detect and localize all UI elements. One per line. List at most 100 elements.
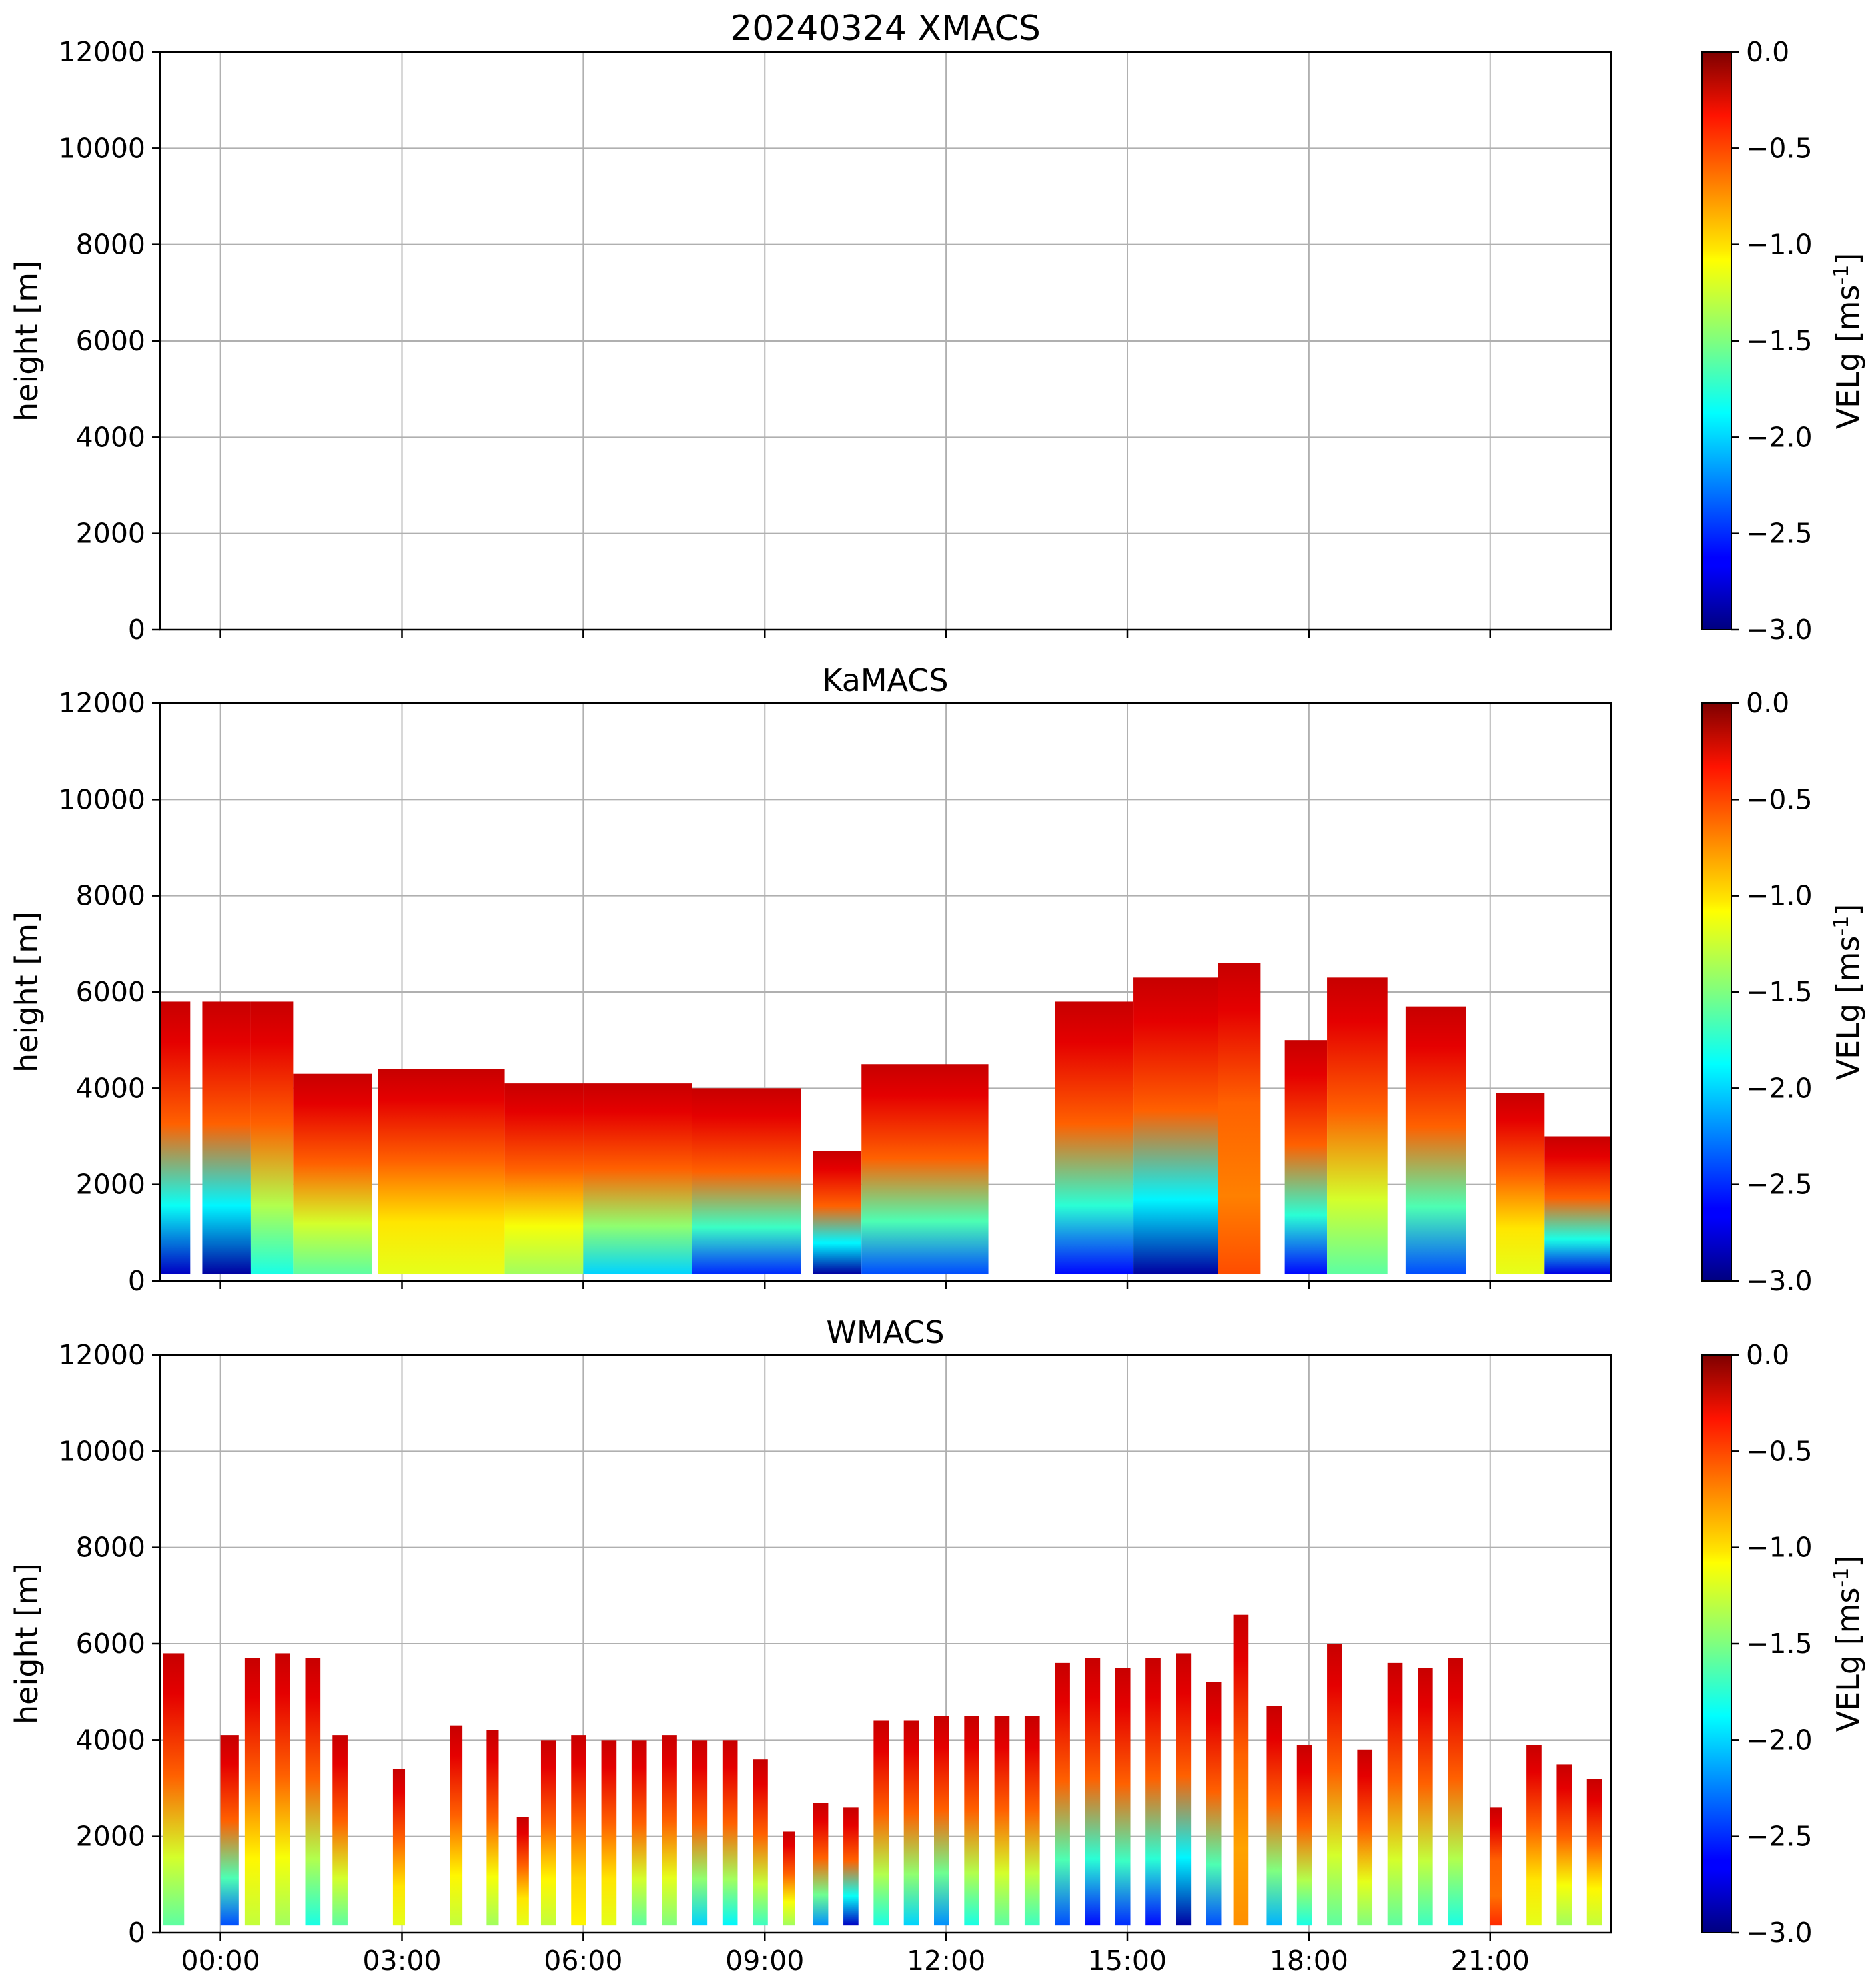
echo-column	[244, 1658, 260, 1926]
colorbar-tick-label: 0.0	[1746, 36, 1789, 68]
colorbar-tick-label: −1.5	[1746, 1628, 1813, 1660]
x-ticks-kamacs	[219, 1281, 1491, 1289]
colorbar-tick-label: 0.0	[1746, 687, 1789, 719]
y-ticks-wmacs: 0 2000 4000 6000 8000 10000 12000	[59, 1339, 160, 1949]
echo-column	[964, 1716, 979, 1926]
echo-column	[722, 1740, 738, 1926]
x-tick-label: 12:00	[907, 1945, 985, 1977]
echo-column	[202, 1001, 251, 1274]
colorbar-tick-label: −0.5	[1746, 132, 1813, 164]
echo-column	[903, 1720, 919, 1926]
panel-wmacs: 0 2000 4000 6000 8000 10000 12000 00:00 03:00 06…	[9, 1314, 1866, 1977]
colorbar-xmacs	[1701, 51, 1732, 630]
y-tick-label: 12000	[59, 1339, 145, 1371]
colorbar-wmacs	[1701, 1354, 1732, 1933]
echo-column	[1496, 1093, 1545, 1274]
echo-column	[583, 1083, 692, 1274]
y-tick-label: 8000	[76, 229, 145, 261]
echo-column	[332, 1735, 348, 1926]
colorbar-tick-label: −2.5	[1746, 518, 1813, 550]
echo-column	[692, 1088, 801, 1274]
echo-column	[450, 1725, 463, 1926]
x-tick-label: 15:00	[1088, 1945, 1167, 1977]
echo-column	[1357, 1749, 1373, 1926]
y-ticks-xmacs: 0 2000 4000 6000 8000 10000 12000	[59, 36, 160, 646]
echo-column	[934, 1716, 949, 1926]
echo-column	[994, 1716, 1010, 1926]
echo-column	[783, 1831, 795, 1926]
panel-kamacs: 0 2000 4000 6000 8000 10000 12000 KaMACS heigh…	[9, 662, 1866, 1297]
panel-title-wmacs: WMACS	[826, 1314, 944, 1350]
y-tick-label: 6000	[76, 1628, 145, 1660]
colorbar-ticks-xmacs: 0.0 −0.5 −1.0 −1.5 −2.0 −2.5 −3.0	[1731, 36, 1813, 646]
echo-column	[1266, 1706, 1282, 1926]
echo-column	[1387, 1662, 1403, 1926]
echo-column	[1206, 1682, 1222, 1926]
echo-layer-wmacs	[163, 1614, 1602, 1926]
echo-column	[1055, 1662, 1070, 1926]
echo-column	[1085, 1658, 1101, 1926]
echo-column	[486, 1730, 499, 1926]
x-tick-label: 09:00	[725, 1945, 804, 1977]
echo-column	[631, 1740, 647, 1926]
echo-column	[1448, 1658, 1463, 1926]
echo-column	[1327, 977, 1388, 1274]
echo-column	[540, 1740, 556, 1926]
colorbar-tick-label: −3.0	[1746, 1917, 1813, 1949]
colorbar-tick-label: −3.0	[1746, 1265, 1813, 1297]
echo-column	[163, 1653, 185, 1926]
y-tick-label: 4000	[76, 421, 145, 453]
colorbar-label-wmacs: VELg [ms-1]	[1830, 1556, 1866, 1732]
echo-column	[1556, 1764, 1572, 1926]
y-tick-label: 0	[128, 614, 145, 646]
echo-column	[1296, 1745, 1312, 1926]
colorbar-ticks-wmacs: 0.0 −0.5 −1.0 −1.5 −2.0 −2.5 −3.0	[1731, 1339, 1813, 1949]
y-tick-label: 6000	[76, 976, 145, 1008]
echo-column	[392, 1769, 406, 1926]
echo-column	[305, 1658, 321, 1926]
y-ticks-kamacs: 0 2000 4000 6000 8000 10000 12000	[59, 687, 160, 1297]
echo-column	[293, 1073, 372, 1274]
colorbar-tick-label: 0.0	[1746, 1339, 1789, 1371]
colorbar-tick-label: −0.5	[1746, 1435, 1813, 1467]
echo-column	[753, 1759, 768, 1926]
colorbar-tick-label: −0.5	[1746, 783, 1813, 815]
echo-layer-kamacs	[160, 963, 1611, 1274]
echo-column	[516, 1817, 529, 1926]
echo-column	[1327, 1644, 1342, 1926]
y-tick-label: 10000	[59, 1435, 145, 1467]
echo-column	[692, 1740, 708, 1926]
x-tick-label: 18:00	[1270, 1945, 1348, 1977]
y-axis-label-xmacs: height [m]	[9, 260, 45, 422]
colorbar-tick-label: −1.5	[1746, 976, 1813, 1008]
echo-column	[601, 1740, 617, 1926]
echo-column	[1055, 1001, 1134, 1274]
colorbar-tick-label: −1.0	[1746, 229, 1813, 261]
y-tick-label: 2000	[76, 1821, 145, 1853]
echo-column	[1218, 963, 1261, 1274]
x-tick-label: 03:00	[362, 1945, 441, 1977]
colorbar-tick-label: −2.0	[1746, 421, 1813, 453]
y-tick-label: 4000	[76, 1724, 145, 1756]
echo-column	[873, 1720, 889, 1926]
x-ticks-wmacs: 00:00 03:00 06:00 09:00 12:00 15:00 18:00 21:00	[181, 1933, 1530, 1977]
y-tick-label: 10000	[59, 783, 145, 815]
colorbar-kamacs	[1701, 702, 1732, 1282]
echo-column	[1490, 1807, 1502, 1926]
colorbar-label-kamacs: VELg [ms-1]	[1830, 904, 1866, 1081]
echo-column	[1024, 1716, 1040, 1926]
echo-column	[1284, 1040, 1328, 1274]
colorbar-ticks-kamacs: 0.0 −0.5 −1.0 −1.5 −2.0 −2.5 −3.0	[1731, 687, 1813, 1297]
x-tick-label: 06:00	[544, 1945, 622, 1977]
y-tick-label: 8000	[76, 880, 145, 912]
y-axis-label-wmacs: height [m]	[9, 1563, 45, 1724]
colorbar-tick-label: −3.0	[1746, 614, 1813, 646]
y-tick-label: 12000	[59, 36, 145, 68]
colorbar-tick-label: −1.0	[1746, 880, 1813, 912]
echo-column	[1145, 1658, 1161, 1926]
colorbar-tick-label: −2.0	[1746, 1724, 1813, 1756]
echo-column	[1586, 1779, 1602, 1926]
y-tick-label: 0	[128, 1917, 145, 1949]
x-tick-label: 21:00	[1451, 1945, 1530, 1977]
